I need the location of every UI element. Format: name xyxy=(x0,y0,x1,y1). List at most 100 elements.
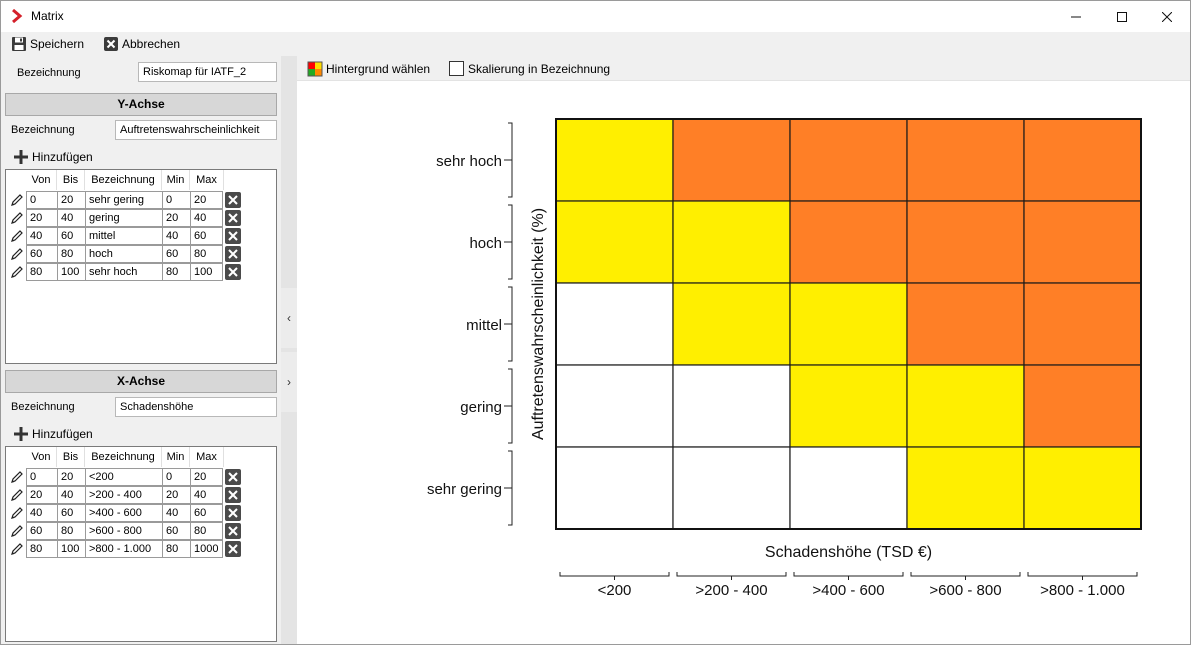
cell-von[interactable]: 40 xyxy=(26,504,58,522)
table-row[interactable]: 60 80 >600 - 800 60 80 xyxy=(6,522,246,540)
cell-max[interactable]: 40 xyxy=(190,209,223,227)
cell-bis[interactable]: 60 xyxy=(57,227,86,245)
delete-row-button[interactable] xyxy=(225,487,241,503)
close-button[interactable] xyxy=(1144,1,1190,32)
cell-max[interactable]: 80 xyxy=(190,245,223,263)
table-row[interactable]: 40 60 mittel 40 60 xyxy=(6,227,246,245)
cell-max[interactable]: 80 xyxy=(190,522,223,540)
edit-pencil-icon[interactable] xyxy=(9,264,25,280)
cell-bis[interactable]: 20 xyxy=(57,468,86,486)
cell-min[interactable]: 20 xyxy=(162,209,191,227)
x-axis-header[interactable]: X-Achse xyxy=(5,370,277,393)
table-row[interactable]: 20 40 >200 - 400 20 40 xyxy=(6,486,246,504)
maximize-button[interactable] xyxy=(1099,1,1145,32)
edit-pencil-icon[interactable] xyxy=(9,469,25,485)
cell-bez[interactable]: gering xyxy=(85,209,163,227)
cell-von[interactable]: 0 xyxy=(26,191,58,209)
save-button[interactable]: Speichern xyxy=(11,35,84,53)
cell-von[interactable]: 20 xyxy=(26,209,58,227)
scale-in-label-checkbox[interactable]: Skalierung in Bezeichnung xyxy=(449,60,610,77)
cell-max[interactable]: 20 xyxy=(190,191,223,209)
expand-right-button[interactable]: › xyxy=(281,352,297,412)
delete-row-button[interactable] xyxy=(225,541,241,557)
cell-bez[interactable]: sehr gering xyxy=(85,191,163,209)
cell-min[interactable]: 40 xyxy=(162,227,191,245)
delete-row-button[interactable] xyxy=(225,192,241,208)
cell-bis[interactable]: 20 xyxy=(57,191,86,209)
cell-max[interactable]: 40 xyxy=(190,486,223,504)
cell-bez[interactable]: mittel xyxy=(85,227,163,245)
edit-pencil-icon[interactable] xyxy=(9,228,25,244)
cell-min[interactable]: 80 xyxy=(162,540,191,558)
panel-splitter[interactable]: ‹ › xyxy=(281,56,297,644)
cell-max[interactable]: 60 xyxy=(190,227,223,245)
cell-von[interactable]: 80 xyxy=(26,540,58,558)
delete-row-button[interactable] xyxy=(225,228,241,244)
table-row[interactable]: 0 20 sehr gering 0 20 xyxy=(6,191,246,209)
col-von[interactable]: Von xyxy=(26,170,57,190)
edit-pencil-icon[interactable] xyxy=(9,192,25,208)
cell-max[interactable]: 20 xyxy=(190,468,223,486)
cell-min[interactable]: 0 xyxy=(162,468,191,486)
delete-row-button[interactable] xyxy=(225,505,241,521)
cell-bis[interactable]: 60 xyxy=(57,504,86,522)
cell-bez[interactable]: <200 xyxy=(85,468,163,486)
col-bezeichnung[interactable]: Bezeichnung xyxy=(85,447,162,467)
cell-bez[interactable]: sehr hoch xyxy=(85,263,163,281)
cell-von[interactable]: 0 xyxy=(26,468,58,486)
cell-bez[interactable]: >800 - 1.000 xyxy=(85,540,163,558)
cell-min[interactable]: 60 xyxy=(162,522,191,540)
cell-bis[interactable]: 40 xyxy=(57,209,86,227)
x-axis-add-button[interactable]: Hinzufügen xyxy=(13,425,93,443)
delete-row-button[interactable] xyxy=(225,469,241,485)
col-bis[interactable]: Bis xyxy=(57,170,85,190)
edit-pencil-icon[interactable] xyxy=(9,487,25,503)
table-row[interactable]: 80 100 sehr hoch 80 100 xyxy=(6,263,246,281)
cell-max[interactable]: 1000 xyxy=(190,540,223,558)
cell-bez[interactable]: >200 - 400 xyxy=(85,486,163,504)
delete-row-button[interactable] xyxy=(225,210,241,226)
cell-bez[interactable]: >600 - 800 xyxy=(85,522,163,540)
cell-bis[interactable]: 100 xyxy=(57,540,86,558)
y-axis-add-button[interactable]: Hinzufügen xyxy=(13,148,93,166)
delete-row-button[interactable] xyxy=(225,523,241,539)
name-input[interactable]: Riskomap für IATF_2 xyxy=(138,62,277,82)
table-row[interactable]: 40 60 >400 - 600 40 60 xyxy=(6,504,246,522)
delete-row-button[interactable] xyxy=(225,264,241,280)
cell-bez[interactable]: >400 - 600 xyxy=(85,504,163,522)
edit-pencil-icon[interactable] xyxy=(9,246,25,262)
cell-min[interactable]: 40 xyxy=(162,504,191,522)
minimize-button[interactable] xyxy=(1053,1,1099,32)
table-row[interactable]: 60 80 hoch 60 80 xyxy=(6,245,246,263)
cell-max[interactable]: 100 xyxy=(190,263,223,281)
cell-max[interactable]: 60 xyxy=(190,504,223,522)
edit-pencil-icon[interactable] xyxy=(9,541,25,557)
cell-von[interactable]: 60 xyxy=(26,522,58,540)
col-min[interactable]: Min xyxy=(162,170,190,190)
col-bis[interactable]: Bis xyxy=(57,447,85,467)
cell-von[interactable]: 80 xyxy=(26,263,58,281)
edit-pencil-icon[interactable] xyxy=(9,505,25,521)
y-axis-header[interactable]: Y-Achse xyxy=(5,93,277,116)
cell-bez[interactable]: hoch xyxy=(85,245,163,263)
x-axis-name-input[interactable]: Schadenshöhe xyxy=(115,397,277,417)
cell-min[interactable]: 20 xyxy=(162,486,191,504)
edit-pencil-icon[interactable] xyxy=(9,210,25,226)
cell-bis[interactable]: 40 xyxy=(57,486,86,504)
cell-bis[interactable]: 100 xyxy=(57,263,86,281)
col-von[interactable]: Von xyxy=(26,447,57,467)
table-row[interactable]: 0 20 <200 0 20 xyxy=(6,468,246,486)
cell-bis[interactable]: 80 xyxy=(57,245,86,263)
cell-von[interactable]: 60 xyxy=(26,245,58,263)
cancel-button[interactable]: Abbrechen xyxy=(103,35,180,53)
table-row[interactable]: 80 100 >800 - 1.000 80 1000 xyxy=(6,540,246,558)
cell-bis[interactable]: 80 xyxy=(57,522,86,540)
cell-min[interactable]: 60 xyxy=(162,245,191,263)
edit-pencil-icon[interactable] xyxy=(9,523,25,539)
col-min[interactable]: Min xyxy=(162,447,190,467)
checkbox-box[interactable] xyxy=(449,61,464,76)
cell-von[interactable]: 40 xyxy=(26,227,58,245)
col-max[interactable]: Max xyxy=(190,170,224,190)
table-row[interactable]: 20 40 gering 20 40 xyxy=(6,209,246,227)
delete-row-button[interactable] xyxy=(225,246,241,262)
